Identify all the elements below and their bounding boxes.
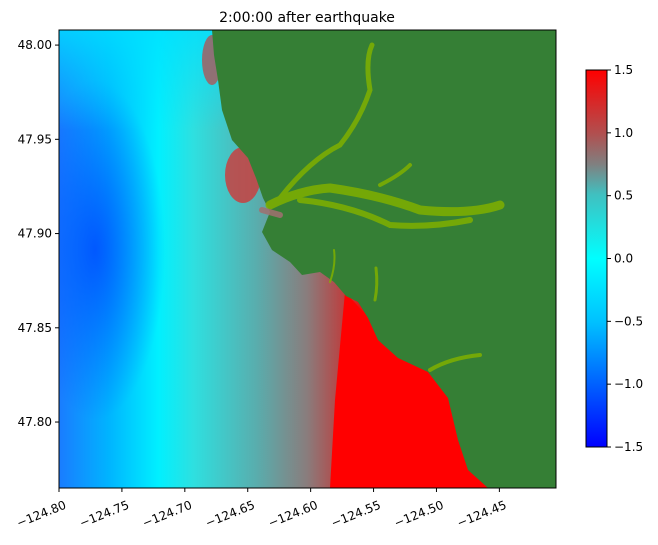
chart-title: 2:00:00 after earthquake xyxy=(219,10,395,26)
land xyxy=(212,30,556,488)
y-tick-label: 47.80 xyxy=(18,415,52,429)
colorbar-tick-label: 0.5 xyxy=(614,189,633,203)
x-tick-label: −124.80 xyxy=(15,498,69,530)
colorbar xyxy=(585,69,608,448)
plot-frame xyxy=(58,29,557,489)
colorbar-axis: 1.5 1.0 0.5 0.0 −0.5 −1.0 −1.5 xyxy=(607,63,643,454)
y-tick-label: 47.85 xyxy=(18,321,52,335)
colorbar-tick-label: −1.5 xyxy=(614,440,643,454)
y-tick-label: 47.90 xyxy=(18,227,52,241)
x-tick-label: −124.45 xyxy=(455,498,509,530)
colorbar-tick-label: −0.5 xyxy=(614,314,643,328)
y-tick-label: 47.95 xyxy=(18,132,52,146)
y-axis: 48.00 47.95 47.90 47.85 47.80 xyxy=(18,38,59,429)
x-tick-label: −124.50 xyxy=(392,498,446,530)
x-tick-label: −124.70 xyxy=(140,498,194,530)
colorbar-tick-label: 0.0 xyxy=(614,252,633,266)
x-tick-label: −124.60 xyxy=(266,498,320,530)
crest-region-south xyxy=(330,292,485,488)
inundation-channels xyxy=(259,42,505,372)
y-tick-label: 48.00 xyxy=(18,38,52,52)
colorbar-tick-label: −1.0 xyxy=(614,377,643,391)
x-tick-label: −124.55 xyxy=(329,498,383,530)
x-tick-label: −124.75 xyxy=(78,498,132,530)
colorbar-tick-label: 1.5 xyxy=(614,63,633,77)
colorbar-tick-label: 1.0 xyxy=(614,126,633,140)
x-axis: −124.80 −124.75 −124.70 −124.65 −124.60 −124.… xyxy=(15,488,509,530)
heatmap xyxy=(59,30,556,488)
x-tick-label: −124.65 xyxy=(203,498,257,530)
